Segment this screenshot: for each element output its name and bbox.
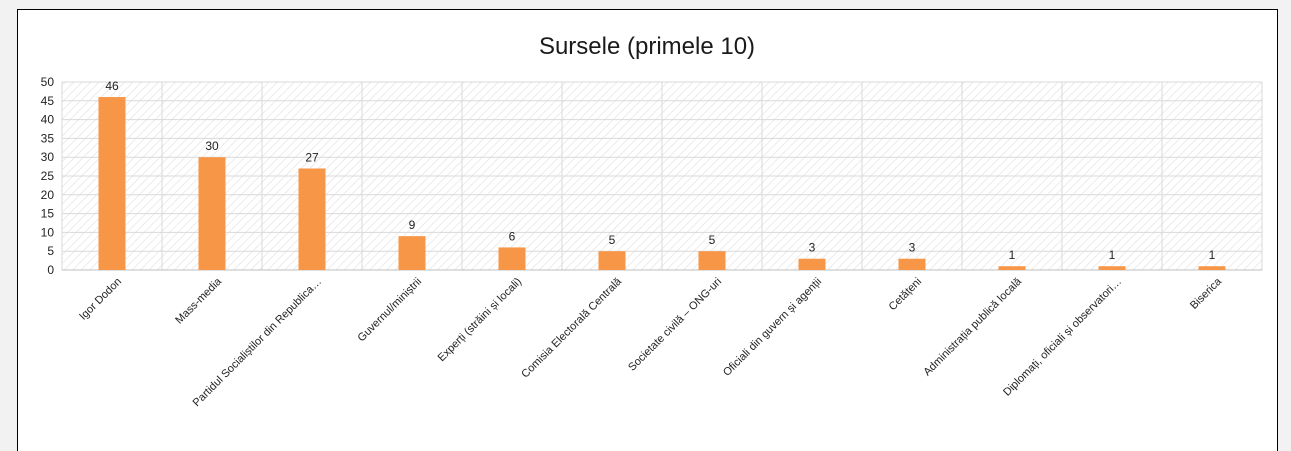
category-label: Oficiali din guvern și agenții bbox=[721, 276, 824, 379]
y-tick-label: 0 bbox=[47, 263, 54, 277]
data-label: 1 bbox=[1109, 248, 1116, 262]
y-tick-label: 30 bbox=[41, 150, 55, 164]
data-label: 3 bbox=[809, 241, 816, 255]
y-tick-label: 15 bbox=[41, 207, 55, 221]
bar bbox=[298, 168, 326, 270]
bars bbox=[98, 97, 1226, 270]
bar bbox=[898, 258, 926, 270]
category-label: Administrația publică locală bbox=[921, 275, 1024, 378]
chart-title: Sursele (primele 10) bbox=[539, 33, 755, 60]
data-label: 27 bbox=[305, 150, 319, 164]
bar-chart: Sursele (primele 10) 0510152025303540455… bbox=[41, 33, 1263, 409]
y-axis-ticks: 0 5 10 15 20 25 30 35 40 45 50 bbox=[41, 75, 55, 277]
category-label: Cetățeni bbox=[887, 276, 924, 313]
category-label: Biserica bbox=[1188, 275, 1225, 312]
bar bbox=[598, 251, 626, 270]
category-label: Diplomați, oficiali și observatori… bbox=[1001, 276, 1124, 399]
category-label: Societate civilă – ONG-uri bbox=[626, 276, 724, 374]
data-label: 6 bbox=[509, 229, 516, 243]
data-label: 46 bbox=[105, 79, 119, 93]
data-label: 3 bbox=[909, 241, 916, 255]
y-tick-label: 25 bbox=[41, 169, 55, 183]
data-label: 30 bbox=[205, 139, 219, 153]
data-label: 9 bbox=[409, 218, 416, 232]
bar bbox=[998, 266, 1026, 270]
y-tick-label: 40 bbox=[41, 113, 55, 127]
data-labels: 46 30 27 9 6 5 5 3 3 1 1 1 bbox=[105, 79, 1215, 262]
data-label: 5 bbox=[609, 233, 616, 247]
category-label: Comisia Electorală Centrală bbox=[519, 275, 625, 381]
y-tick-label: 10 bbox=[41, 225, 55, 239]
data-label: 1 bbox=[1009, 248, 1016, 262]
data-label: 5 bbox=[709, 233, 716, 247]
y-tick-label: 20 bbox=[41, 188, 55, 202]
bar bbox=[98, 97, 126, 270]
gridlines bbox=[61, 81, 1263, 271]
category-label: Mass-media bbox=[173, 275, 224, 326]
bar bbox=[1098, 266, 1126, 270]
bar bbox=[498, 247, 526, 270]
bar bbox=[198, 157, 226, 270]
category-label: Experți (străini și locali) bbox=[436, 276, 524, 364]
bar bbox=[1198, 266, 1226, 270]
y-tick-label: 35 bbox=[41, 131, 55, 145]
chart-container: Sursele (primele 10) 0 5 10 15 20 25 30 35 40 45 5… bbox=[17, 9, 1278, 451]
y-tick-label: 50 bbox=[41, 75, 55, 89]
y-tick-label: 5 bbox=[47, 244, 54, 258]
data-label: 1 bbox=[1209, 248, 1216, 262]
bar bbox=[698, 251, 726, 270]
bar bbox=[798, 258, 826, 270]
bar bbox=[398, 236, 426, 270]
category-label: Guvernul/miniștrii bbox=[356, 276, 425, 345]
category-label: Igor Dodon bbox=[77, 276, 124, 323]
y-tick-label: 45 bbox=[41, 94, 55, 108]
